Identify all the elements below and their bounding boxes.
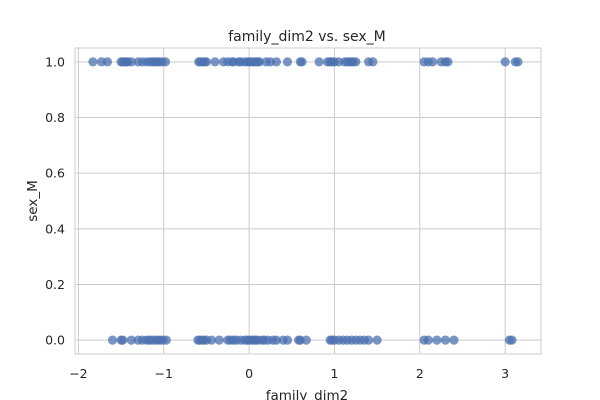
data-point bbox=[271, 335, 282, 345]
x-tick-label: 2 bbox=[416, 366, 424, 381]
data-point bbox=[282, 57, 293, 67]
data-point bbox=[423, 335, 433, 345]
data-point bbox=[88, 57, 98, 67]
data-point bbox=[102, 57, 113, 67]
data-point bbox=[351, 57, 361, 67]
y-tick-label: 0.0 bbox=[45, 333, 65, 348]
y-tick-label: 0.4 bbox=[45, 221, 65, 236]
data-point bbox=[443, 57, 453, 67]
y-axis-label: sex_M bbox=[25, 180, 41, 222]
data-point bbox=[206, 335, 217, 345]
data-point bbox=[440, 335, 451, 345]
data-point bbox=[118, 335, 128, 345]
data-point bbox=[201, 57, 212, 67]
x-tick-label: −1 bbox=[155, 366, 173, 381]
data-points bbox=[88, 57, 523, 345]
data-point bbox=[214, 335, 224, 345]
chart-title: family_dim2 vs. sex_M bbox=[228, 29, 386, 45]
grid-lines bbox=[75, 48, 541, 354]
data-point bbox=[363, 335, 374, 345]
data-point bbox=[314, 57, 324, 67]
data-point bbox=[513, 57, 523, 67]
data-point bbox=[107, 335, 118, 345]
x-tick-label: −2 bbox=[69, 366, 87, 381]
data-point bbox=[210, 57, 220, 67]
y-tick-label: 0.8 bbox=[45, 110, 65, 125]
data-point bbox=[507, 335, 517, 345]
plot-frame bbox=[74, 47, 542, 355]
y-tick-label: 0.2 bbox=[45, 277, 65, 292]
data-point bbox=[254, 57, 264, 67]
data-point bbox=[282, 335, 293, 345]
data-point bbox=[271, 57, 282, 67]
data-point bbox=[126, 57, 136, 67]
data-point bbox=[449, 335, 459, 345]
x-tick-label: 0 bbox=[245, 366, 253, 381]
data-point bbox=[428, 57, 438, 67]
data-point bbox=[301, 335, 311, 345]
y-tick-label: 1.0 bbox=[45, 54, 65, 69]
data-point bbox=[297, 57, 307, 67]
data-point bbox=[500, 57, 510, 67]
y-tick-label: 0.6 bbox=[45, 166, 65, 181]
x-axis-label: family_dim2 bbox=[266, 388, 348, 400]
data-point bbox=[161, 335, 171, 345]
x-tick-label: 3 bbox=[501, 366, 509, 381]
data-point bbox=[368, 57, 378, 67]
data-point bbox=[372, 335, 382, 345]
data-point bbox=[432, 335, 442, 345]
x-tick-label: 1 bbox=[330, 366, 338, 381]
y-tick-labels: 0.0 0.2 0.4 0.6 0.8 1.0 bbox=[45, 54, 65, 347]
x-tick-labels: −2 −1 0 1 2 3 bbox=[69, 366, 509, 381]
data-point bbox=[160, 57, 171, 67]
data-point bbox=[126, 335, 136, 345]
